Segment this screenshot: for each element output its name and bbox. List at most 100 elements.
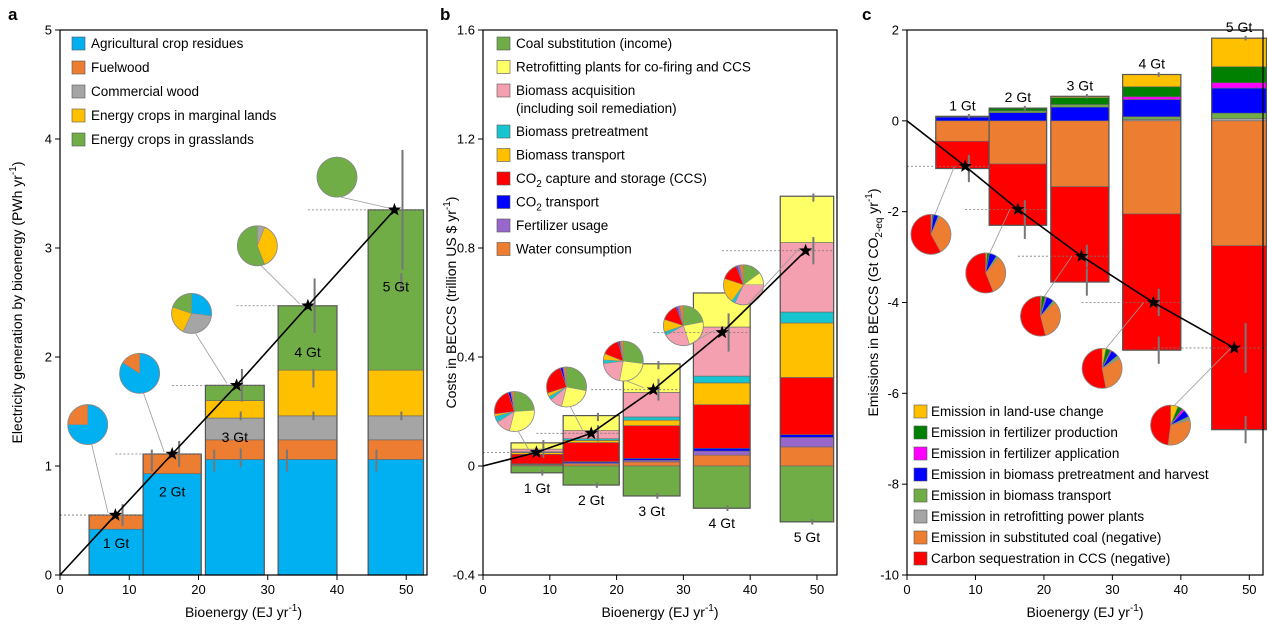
bar-segment-emission-in-biomass-pretreatment-and-harvest (1050, 106, 1110, 122)
bar-label: 1 Gt (103, 535, 130, 551)
y-axis-c: -10 -8 -6 -4 -2 0 2 (880, 23, 907, 583)
y-tick-label: -8 (887, 477, 899, 492)
bar-outline (1122, 73, 1182, 351)
x-tick-label: 0 (903, 582, 910, 597)
bar-label: 4 Gt (294, 344, 321, 360)
bar-segment-coal-substitution-income (622, 465, 681, 497)
y-tick-label: 0.4 (457, 350, 475, 365)
bar-segment-agricultural-crop-residues (367, 459, 424, 576)
star-marker (798, 243, 813, 257)
pie-leader-line (747, 248, 800, 306)
legend-rest: transport (542, 195, 599, 210)
dotted-connectors-a (60, 209, 424, 516)
bars-a: 1 Gt 2 Gt 3 Gt 4 Gt 5 Gt (88, 149, 425, 576)
x-tick-label: 30 (676, 582, 690, 597)
bar-label: 5 Gt (794, 529, 821, 545)
legend-swatch (496, 171, 511, 186)
bar-segment-coal-substitution-income (562, 465, 620, 486)
bar-segment-carbon-sequestration-in-ccs-negative (1211, 245, 1267, 430)
legend-swatch (913, 404, 928, 419)
legend-item-commercial-wood: Commercial wood (91, 84, 199, 99)
bar-outline (988, 107, 1048, 226)
legend-item-emission-in-fertilizer-application: Emission in fertilizer application (931, 446, 1119, 461)
pie-outline (662, 305, 704, 347)
pie-leader-line (518, 431, 530, 451)
x-tick-label: 20 (1037, 582, 1051, 597)
pie-5 (723, 248, 800, 306)
bar-segment-agricultural-crop-residues (142, 473, 202, 576)
bar-segment-coal-substitution-income (510, 465, 564, 474)
bar-segment-co2-capture-and-storage-ccs (693, 404, 751, 449)
bar-segment-emission-in-land-use-change (1122, 74, 1182, 88)
y-tick-label: -2 (887, 204, 899, 219)
bar-label: 4 Gt (709, 515, 736, 531)
bar-segment-emission-in-substituted-coal-negative (988, 120, 1047, 165)
bar-2-c: 2 Gt (988, 89, 1048, 239)
legend-swatch (71, 84, 86, 99)
legend-item-emission-in-land-use-change: Emission in land-use change (931, 404, 1104, 419)
bar-segment-emission-in-retrofitting-power-plants (1211, 118, 1267, 122)
legend-swatch (496, 195, 511, 209)
legend-swatch (913, 446, 928, 461)
pies-c (910, 166, 1232, 446)
bar-segment-emission-in-fertilizer-production (1122, 86, 1182, 98)
pie-5 (316, 156, 388, 209)
pie-outline (910, 213, 952, 255)
y-axis-label-end: ) (865, 188, 881, 193)
legend-swatch (71, 108, 86, 123)
pie-2 (119, 352, 165, 453)
y-tick-label: 0 (468, 459, 475, 474)
bar-segment-co2-transport (693, 447, 751, 452)
bar-segment-water-consumption (562, 463, 620, 467)
pie-slice-agricultural-crop-residues (191, 293, 212, 317)
bar-segment-co2-capture-and-storage-ccs (779, 377, 834, 435)
legend-item-fertilizer-usage: Fertilizer usage (516, 218, 608, 233)
legend-item-biomass-transport: Biomass transport (516, 148, 625, 163)
star-marker (1011, 202, 1025, 216)
x-axis-label-sup: -1 (288, 603, 297, 614)
legend-swatch (913, 467, 928, 482)
bars-b: 1 Gt 2 Gt 3 Gt 4 Gt 5 Gt (510, 193, 835, 545)
pie-outline (171, 292, 212, 334)
bar-segment-biomass-transport (622, 419, 681, 426)
pie-leader-line (687, 330, 714, 347)
pie-outline (236, 225, 278, 267)
x-axis-a: 0 10 20 30 40 50 (56, 575, 413, 597)
bar-label: 3 Gt (222, 429, 249, 445)
axes-frame (482, 29, 838, 576)
pie-leader-line (340, 196, 388, 209)
y-axis-label: Costs in BECCS (trillion US $ yr-1) (442, 197, 459, 409)
pie-leader-line (143, 393, 165, 453)
pie-outline (1020, 295, 1061, 337)
bar-segment-emission-in-biomass-transport (1211, 112, 1267, 119)
y-tick-label: 0.8 (457, 241, 475, 256)
x-tick-label: 0 (479, 582, 486, 597)
legend-item-emission-in-biomass-transport: Emission in biomass transport (931, 488, 1111, 503)
x-axis-label: Bioenergy (EJ yr-1) (185, 603, 302, 620)
x-tick-label: 20 (191, 582, 205, 597)
legend-swatch (496, 148, 511, 162)
legend-swatch (496, 242, 511, 256)
bar-label: 1 Gt (949, 97, 976, 113)
bar-segment-carbon-sequestration-in-ccs-negative (1122, 213, 1182, 351)
legend-item-co2-transport: CO2 transport (516, 195, 599, 214)
legend-item-emission-in-biomass-pretreatment-and-harvest: Emission in biomass pretreatment and har… (931, 467, 1209, 482)
bar-segment-biomass-transport (693, 382, 751, 405)
trend-line (482, 250, 807, 467)
star-marker (1146, 295, 1161, 309)
pies-a (67, 156, 388, 514)
pie-outline (67, 404, 109, 445)
y-tick-label: -6 (887, 386, 899, 401)
legend-swatch (71, 36, 86, 51)
x-tick-label: 0 (56, 582, 63, 597)
bar-segment-agricultural-crop-residues (205, 459, 265, 576)
bar-4-b: 4 Gt (692, 290, 751, 531)
legend-item-biomass-pretreatment: Biomass pretreatment (516, 124, 648, 139)
panel-letter-a: a (8, 5, 18, 24)
x-tick-label: 50 (399, 582, 413, 597)
pie-leader-line (261, 265, 300, 305)
y-tick-label: 4 (45, 132, 52, 147)
y-tick-label: 2 (45, 350, 52, 365)
star-marker (229, 378, 244, 392)
x-tick-label: 50 (810, 582, 824, 597)
